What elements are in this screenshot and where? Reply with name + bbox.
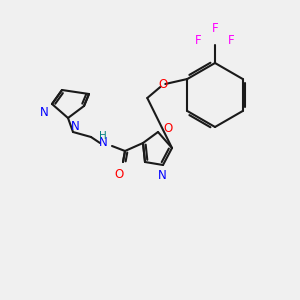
Text: O: O <box>114 168 124 181</box>
Text: O: O <box>163 122 172 136</box>
Text: N: N <box>99 136 107 149</box>
Text: O: O <box>159 77 168 91</box>
Text: N: N <box>40 106 49 119</box>
Text: F: F <box>195 34 202 46</box>
Text: N: N <box>158 169 166 182</box>
Text: H: H <box>99 131 107 141</box>
Text: F: F <box>228 34 235 46</box>
Text: N: N <box>71 120 80 133</box>
Text: F: F <box>212 22 218 35</box>
